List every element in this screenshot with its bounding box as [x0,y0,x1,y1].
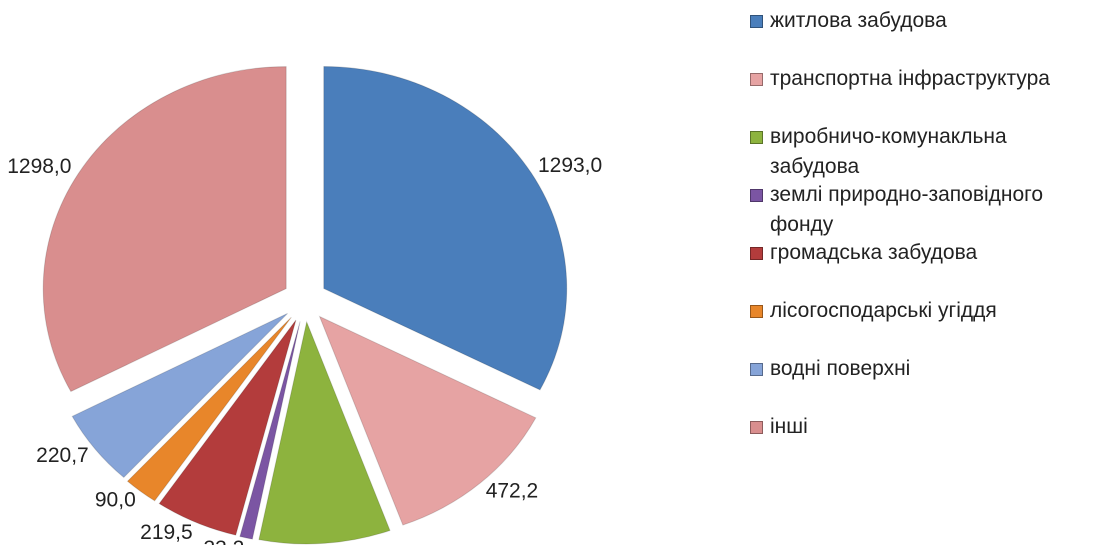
legend-label: землі природно-заповідного фонду [770,183,1044,236]
legend-swatch [750,421,763,434]
legend-item: лісогосподарські угіддя [748,296,1098,354]
pie-slice [126,316,292,502]
legend-swatch [750,363,763,376]
pie-slice [239,321,301,540]
legend-item: виробничо-комунакльна забудова [748,122,1098,180]
legend-item: транспортна інфраструктура [748,64,1098,122]
data-label: 346,4 [299,543,352,545]
legend-label: громадська забудова [770,241,978,264]
legend-label: водні поверхні [770,357,911,380]
legend-swatch [750,189,763,202]
legend-item: водні поверхні [748,354,1098,412]
data-label: 472,2 [486,479,539,502]
legend-item: інші [748,412,1098,470]
pie-slice [71,312,288,479]
legend-label: транспортна інфраструктура [770,67,1050,90]
data-label: 90,0 [95,488,136,511]
pie-slice [318,315,537,526]
legend-swatch [750,73,763,86]
pie-slice [258,320,391,545]
legend-item: землі природно-заповідного фонду [748,180,1098,238]
legend-item: громадська забудова [748,238,1098,296]
pie-area: 1293,0 472,2 346,4 33,2 219,590,0 220,7 1298,0 [7,66,602,545]
legend-label: житлова забудова [770,9,947,32]
pie-slice [323,66,568,391]
legend-swatch [750,247,763,260]
data-label: 219,5 [140,521,193,544]
legend-item: житлова забудова [748,6,1098,64]
pie-slice [42,66,287,393]
legend-swatch [750,15,763,28]
pie-slice [158,319,297,536]
data-label: 33,2 [203,537,244,545]
legend-label: виробничо-комунакльна забудова [770,125,1007,178]
legend-label: лісогосподарські угіддя [770,299,997,322]
data-label: 1298,0 [7,155,71,178]
legend-swatch [750,305,763,318]
legend: житлова забудова транспортна інфраструкту… [748,6,1108,470]
data-label: 1293,0 [538,154,602,177]
legend-swatch [750,131,763,144]
legend-label: інші [770,415,808,438]
data-label: 220,7 [36,444,89,467]
